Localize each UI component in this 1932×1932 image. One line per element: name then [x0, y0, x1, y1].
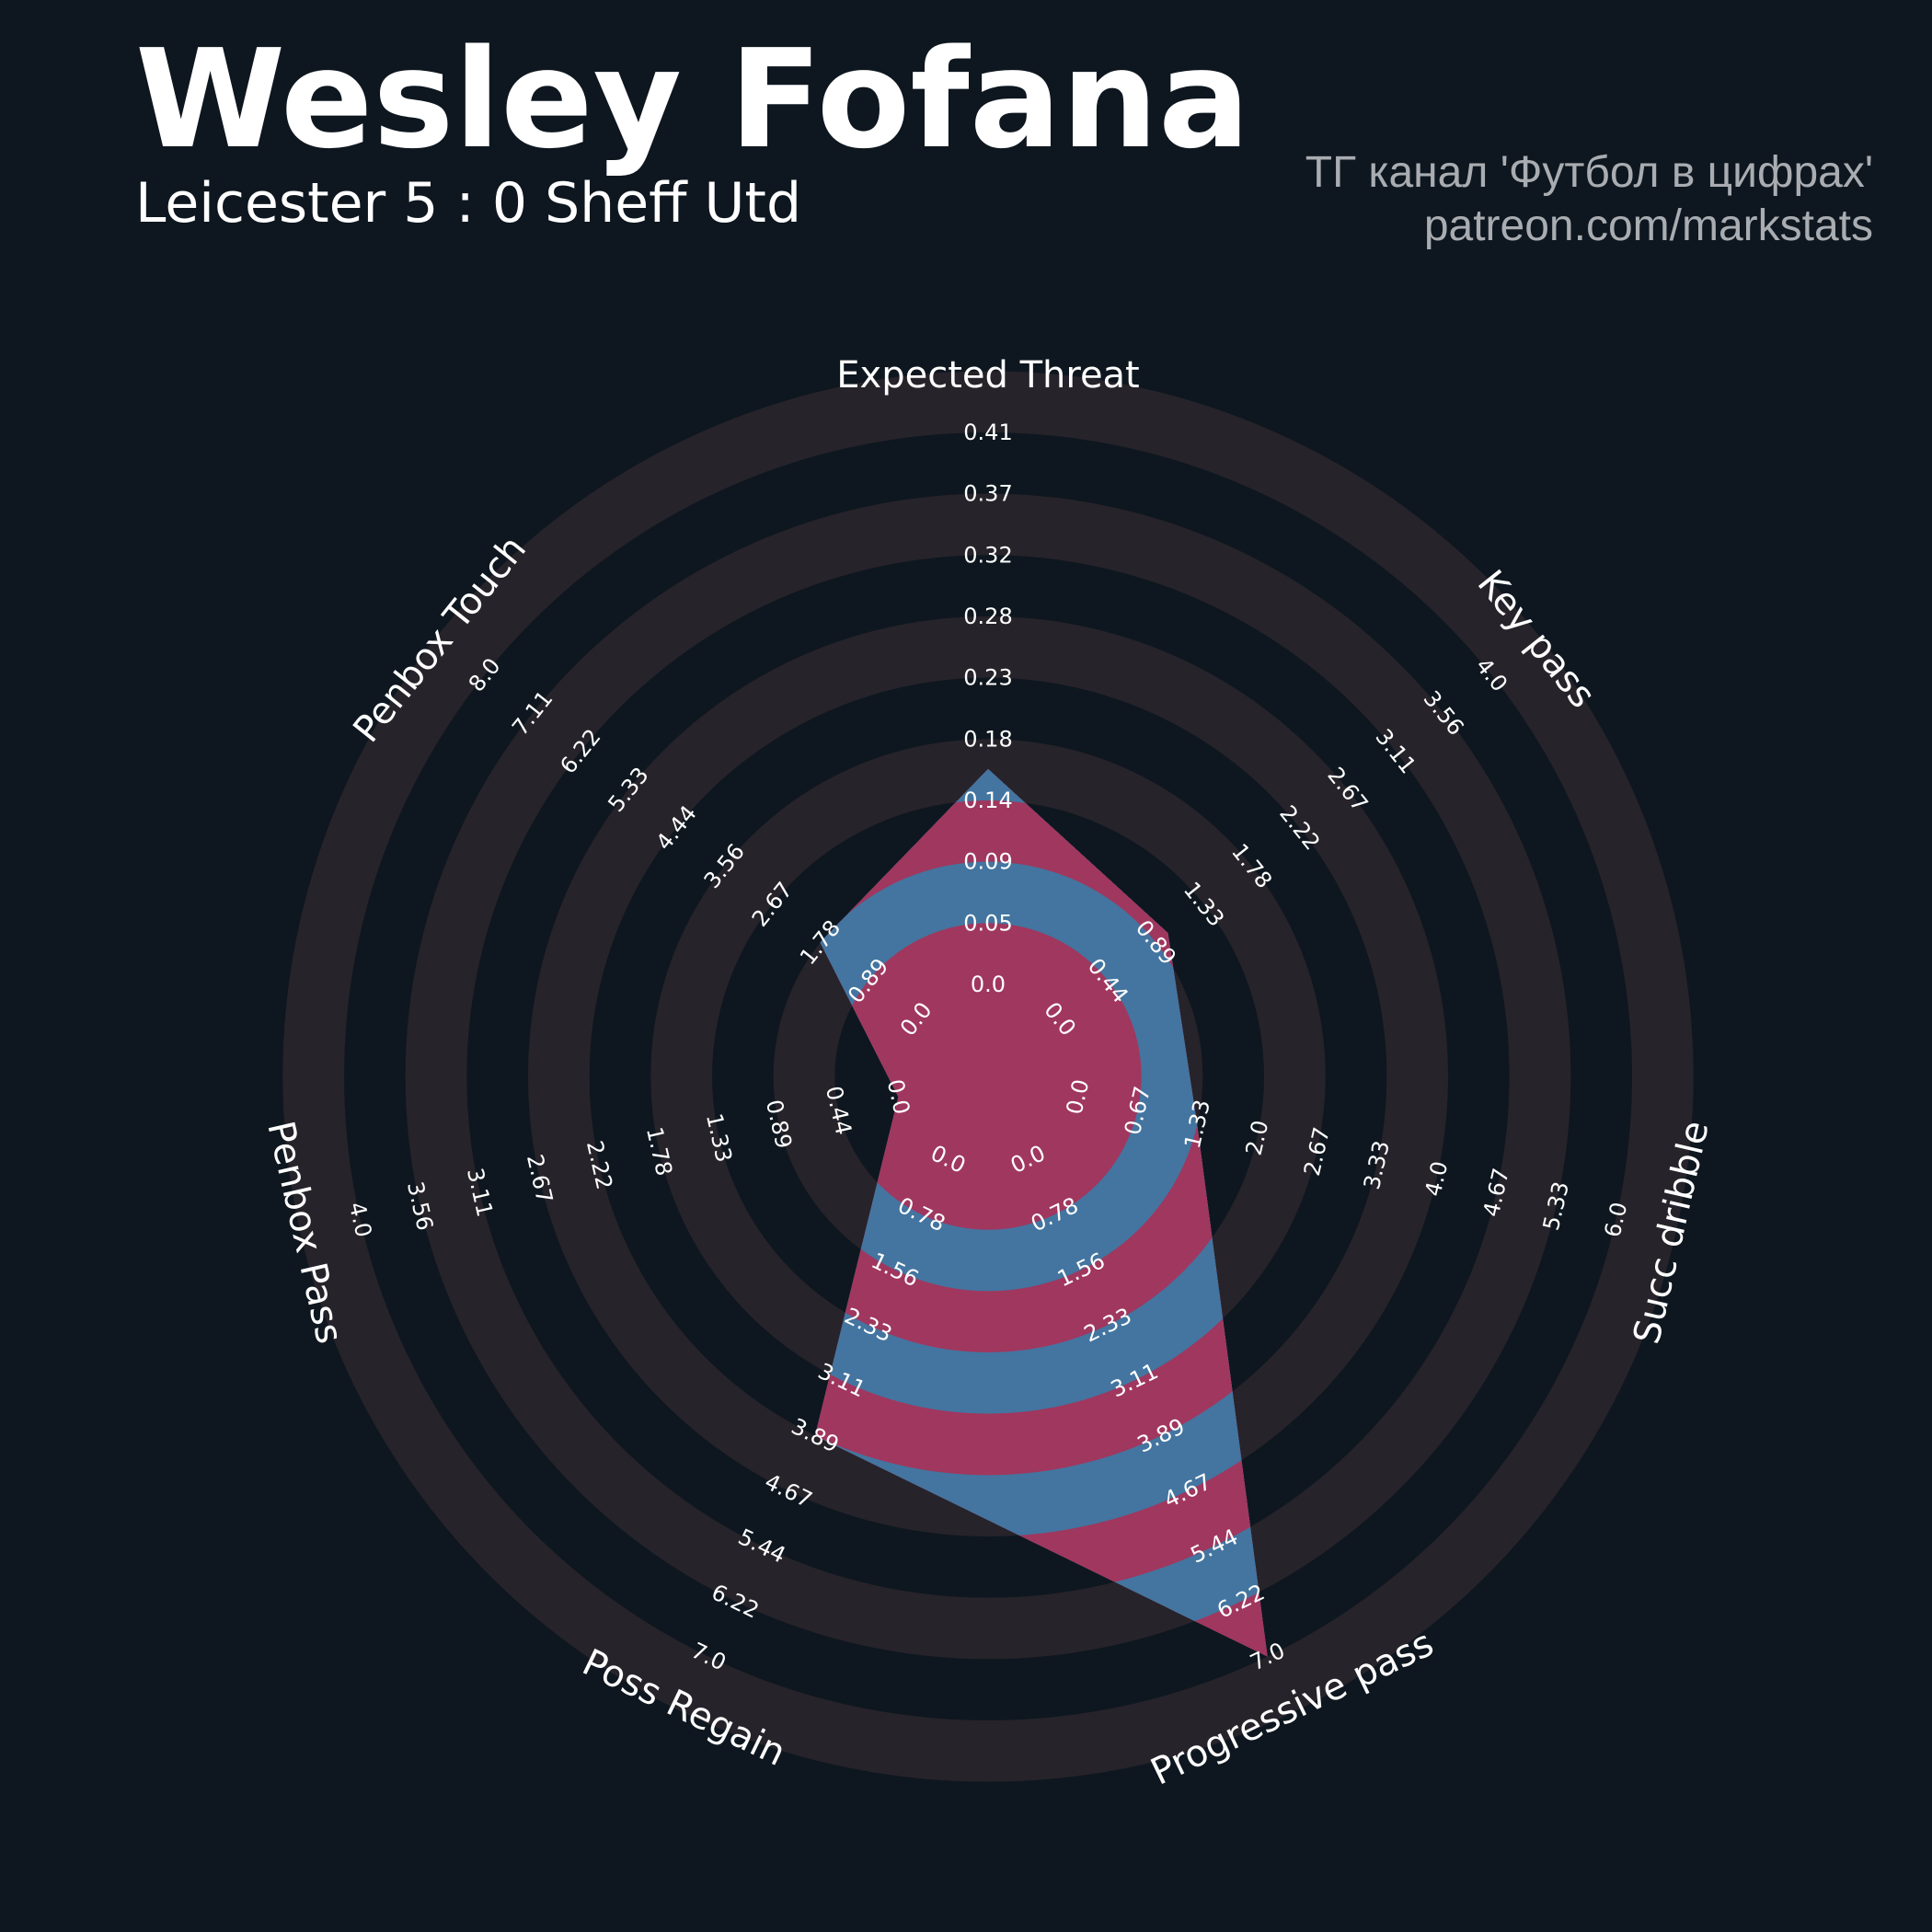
tick-label-0-4: 0.18 — [963, 726, 1012, 752]
tick-label-0-9: 0.41 — [963, 420, 1012, 445]
chart-subtitle: Leicester 5 : 0 Sheff Utd — [135, 171, 802, 236]
tick-label-0-0: 0.0 — [971, 972, 1006, 997]
tick-label-0-3: 0.14 — [963, 788, 1012, 813]
chart-title: Wesley Fofana — [135, 20, 1250, 178]
tick-label-0-5: 0.23 — [963, 665, 1012, 691]
tick-label-0-1: 0.05 — [963, 910, 1012, 936]
polygon-band-11 — [896, 984, 1080, 1168]
param-label-0: Expected Threat — [836, 354, 1140, 397]
tick-label-0-8: 0.37 — [963, 481, 1012, 507]
credit-telegram: ТГ канал 'Футбол в цифрах' — [1305, 148, 1873, 197]
tick-label-0-6: 0.28 — [963, 604, 1012, 629]
tick-label-0-2: 0.09 — [963, 849, 1012, 875]
tick-label-0-7: 0.32 — [963, 542, 1012, 568]
credit-patreon: patreon.com/markstats — [1423, 201, 1873, 250]
